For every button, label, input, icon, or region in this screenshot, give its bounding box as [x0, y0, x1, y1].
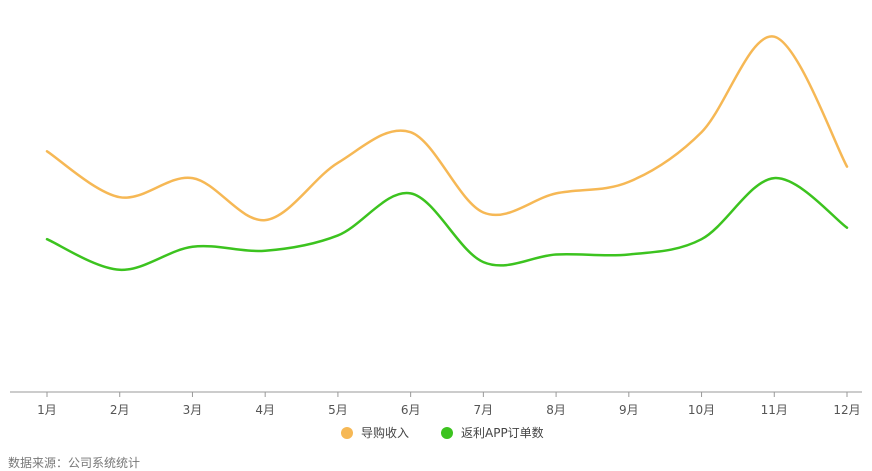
legend-item-1[interactable]: 返利APP订单数 [441, 425, 544, 440]
legend: 导购收入 返利APP订单数 [341, 425, 544, 440]
x-tick-label-9: 9月 [619, 403, 639, 417]
legend-item-0[interactable]: 导购收入 [341, 425, 409, 440]
x-tick-label-6: 6月 [401, 403, 421, 417]
x-tick-label-4: 4月 [255, 403, 275, 417]
legend-marker-0 [341, 427, 353, 439]
x-tick-label-2: 2月 [110, 403, 130, 417]
x-tick-label-1: 1月 [37, 403, 57, 417]
x-tick-label-10: 10月 [688, 403, 715, 417]
series-line-1[interactable] [45, 176, 849, 272]
x-axis-ticks: 1月 2月 3月 4月 5月 6月 7月 8月 9月 10月 11月 12月 [37, 392, 861, 417]
legend-label-0: 导购收入 [361, 425, 409, 440]
x-tick-label-5: 5月 [328, 403, 348, 417]
series-layer [45, 35, 849, 272]
x-tick-label-11: 11月 [761, 403, 788, 417]
legend-label-1: 返利APP订单数 [461, 425, 544, 440]
legend-marker-1 [441, 427, 453, 439]
data-source-note: 数据来源：公司系统统计 [8, 456, 141, 470]
x-tick-label-3: 3月 [183, 403, 203, 417]
x-tick-label-7: 7月 [474, 403, 494, 417]
series-line-0[interactable] [45, 35, 849, 222]
x-tick-label-8: 8月 [546, 403, 566, 417]
x-tick-label-12: 12月 [833, 403, 860, 417]
